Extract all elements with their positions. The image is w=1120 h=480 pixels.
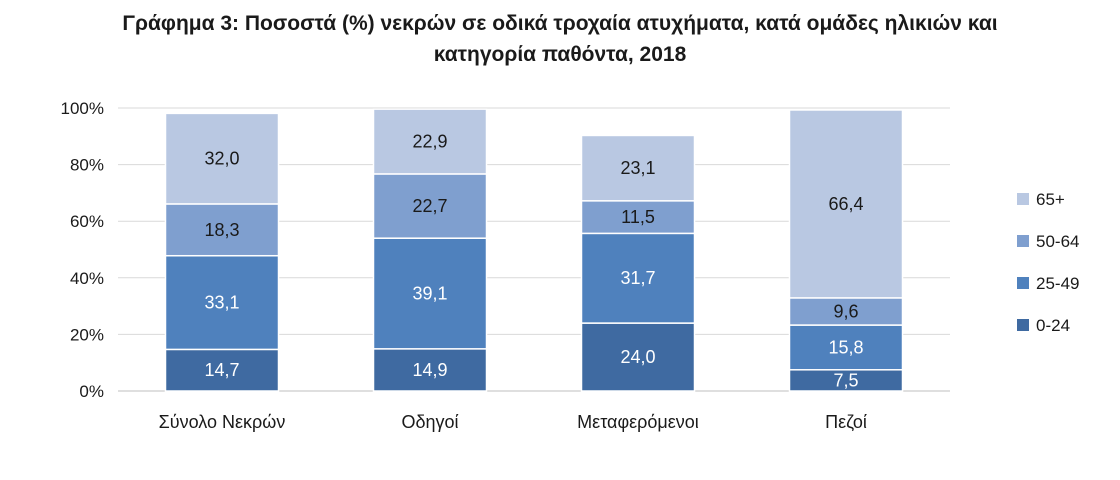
x-axis: Σύνολο Νεκρών Οδηγοί Μεταφερόμενοι Πεζοί xyxy=(159,412,867,432)
bar-segment-65+ xyxy=(788,109,904,299)
bar-segment-50-64 xyxy=(580,200,696,235)
data-label: 9,6 xyxy=(833,301,858,321)
chart-title-line-1: Γράφημα 3: Ποσοστά (%) νεκρών σε οδικά τ… xyxy=(122,12,998,35)
chart-title: Γράφημα 3: Ποσοστά (%) νεκρών σε οδικά τ… xyxy=(0,8,1120,70)
data-label: 23,1 xyxy=(620,158,655,178)
y-tick-label: 80% xyxy=(70,156,104,175)
bar-segment-50-64 xyxy=(372,173,488,239)
data-label: 66,4 xyxy=(828,194,863,214)
legend: 65+ 50-64 25-49 0-24 xyxy=(1017,190,1079,335)
legend-label: 0-24 xyxy=(1036,316,1070,335)
bar-segment-65+ xyxy=(580,134,696,202)
x-category-label: Οδηγοί xyxy=(401,412,458,432)
y-axis: 0% 20% 40% 60% 80% 100% xyxy=(61,99,104,401)
y-tick-label: 60% xyxy=(70,212,104,231)
data-label: 14,7 xyxy=(204,360,239,380)
legend-swatch-25-49 xyxy=(1017,277,1029,289)
data-label: 11,5 xyxy=(621,207,655,227)
bar-segment-25-49 xyxy=(580,232,696,324)
data-label: 24,0 xyxy=(620,347,655,367)
x-category-label: Μεταφερόμενοι xyxy=(577,412,699,432)
data-label: 22,9 xyxy=(412,132,447,152)
y-tick-label: 20% xyxy=(70,325,104,344)
y-tick-label: 40% xyxy=(70,269,104,288)
bar-segment-65+ xyxy=(164,112,280,205)
data-label: 32,0 xyxy=(204,149,239,169)
legend-label: 25-49 xyxy=(1036,274,1079,293)
x-category-label: Σύνολο Νεκρών xyxy=(159,412,286,432)
x-category-label: Πεζοί xyxy=(825,412,867,432)
legend-label: 50-64 xyxy=(1036,232,1079,251)
y-tick-label: 0% xyxy=(79,382,104,401)
bar-segment-65+ xyxy=(372,108,488,175)
bars: 14,7 33,1 18,3 32,0 14,9 39,1 22,7 22,9 24,0 31,7… xyxy=(164,108,904,392)
bar-segment-0-24 xyxy=(580,322,696,392)
legend-swatch-65+ xyxy=(1017,193,1029,205)
bar-segment-25-49 xyxy=(372,237,488,350)
data-label: 22,7 xyxy=(412,196,447,216)
bar-segment-0-24 xyxy=(164,348,280,392)
data-label: 7,5 xyxy=(833,370,858,390)
legend-label: 65+ xyxy=(1036,190,1065,209)
legend-swatch-50-64 xyxy=(1017,235,1029,247)
data-label: 15,8 xyxy=(828,337,863,357)
data-label: 18,3 xyxy=(204,220,239,240)
data-label: 31,7 xyxy=(620,268,655,288)
data-label: 39,1 xyxy=(412,284,447,304)
data-label: 33,1 xyxy=(204,293,239,313)
y-tick-label: 100% xyxy=(61,99,104,118)
chart-title-line-2: κατηγορία παθόντα, 2018 xyxy=(433,43,687,66)
legend-swatch-0-24 xyxy=(1017,319,1029,331)
data-label: 14,9 xyxy=(412,360,447,380)
